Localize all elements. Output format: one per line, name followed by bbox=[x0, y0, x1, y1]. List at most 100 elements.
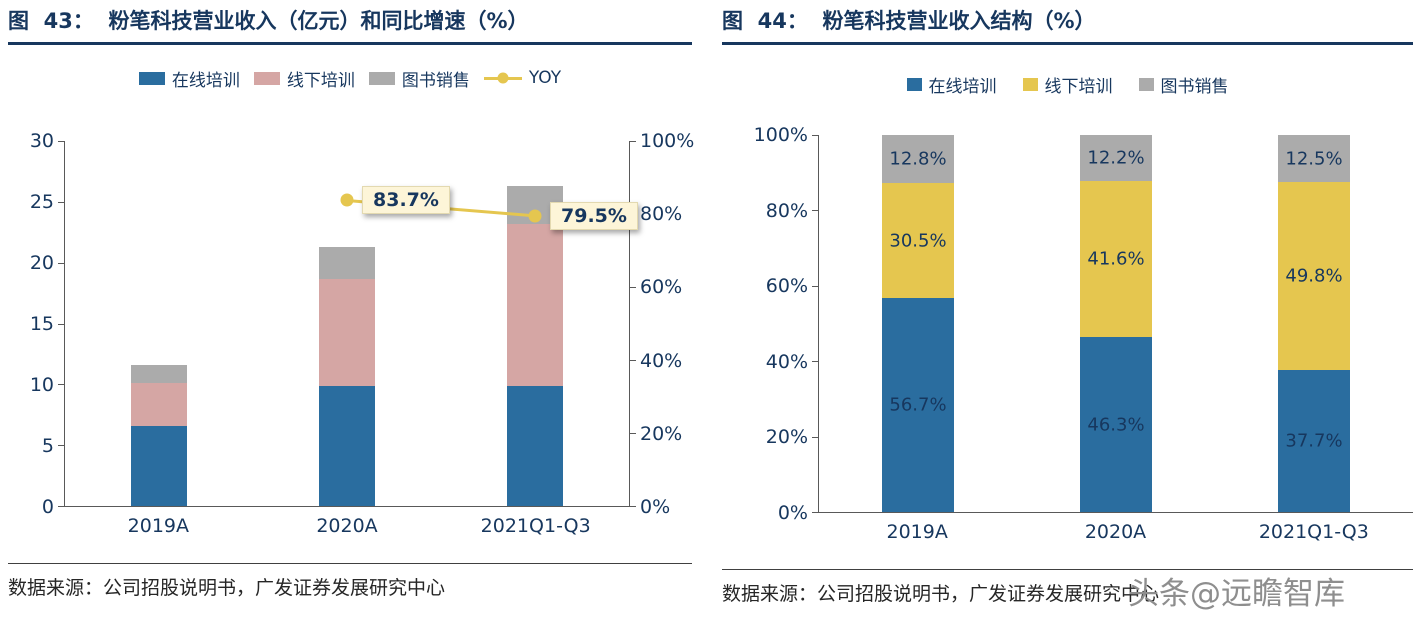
yoy-line-swatch-icon bbox=[483, 72, 522, 84]
y-axis-tick-label: 0% bbox=[640, 496, 671, 518]
legend-item: 在线培训 bbox=[906, 72, 997, 97]
stacked-bar bbox=[319, 246, 375, 506]
bar-segment: 49.8% bbox=[1278, 182, 1350, 370]
figure-44-panel: 图 44： 粉笔科技营业收入结构（%） 在线培训 线下培训 图书销售 0% 20% 40… bbox=[722, 6, 1413, 606]
axis-tick-mark bbox=[812, 210, 819, 212]
legend-label: 图书销售 bbox=[401, 70, 470, 91]
axis-tick-mark bbox=[812, 512, 819, 513]
legend-color-swatch-icon bbox=[906, 77, 922, 91]
bar-segment bbox=[319, 246, 375, 279]
bar-segment: 12.2% bbox=[1080, 134, 1152, 181]
figure-44-plot-area: 56.7% 30.5% 12.8% 46.3% 41.6% 12.2% 37.7% 49.8%… bbox=[812, 134, 1413, 513]
figure-44-title: 图 44： 粉笔科技营业收入结构（%） bbox=[722, 9, 1096, 33]
yoy-marker-swatch-icon bbox=[497, 72, 509, 84]
y-axis-tick-label: 20% bbox=[765, 426, 808, 449]
bar-segment bbox=[319, 385, 375, 506]
y-axis-tick-label: 30 bbox=[29, 130, 54, 152]
x-category-label: 2020A bbox=[1084, 521, 1147, 543]
yoy-marker bbox=[340, 193, 354, 207]
legend-item: YOY bbox=[483, 68, 562, 88]
axis-tick-mark bbox=[812, 361, 819, 363]
legend-color-swatch-icon bbox=[253, 71, 280, 85]
bar-segment-label: 49.8% bbox=[1285, 265, 1343, 287]
y-axis-tick-label: 100% bbox=[753, 124, 808, 146]
bar-slot: 37.7% 49.8% 12.5% bbox=[1215, 135, 1413, 512]
y-axis-tick-label: 0 bbox=[41, 496, 54, 518]
figure-44-x-axis: 2019A 2020A 2021Q1-Q3 bbox=[722, 521, 1413, 543]
bar-slot bbox=[65, 141, 253, 506]
axis-tick-mark bbox=[812, 436, 819, 438]
bar-segment bbox=[319, 278, 375, 386]
bar-segment: 46.3% bbox=[1080, 337, 1152, 512]
x-category-label: 2019A bbox=[886, 521, 948, 543]
legend-item: 线下培训 bbox=[1022, 72, 1113, 97]
legend-label: 线下培训 bbox=[286, 70, 355, 91]
axis-tick-mark bbox=[629, 141, 636, 142]
y-axis-tick-label: 80% bbox=[640, 203, 683, 226]
bar-segment: 41.6% bbox=[1080, 180, 1152, 338]
legend-label: 在线培训 bbox=[928, 76, 997, 97]
axis-tick-mark bbox=[58, 506, 65, 507]
legend-item: 图书销售 bbox=[368, 66, 470, 91]
stacked-bar bbox=[507, 186, 563, 506]
y-axis-tick-label: 20% bbox=[640, 422, 683, 445]
figure-44-title-underline bbox=[722, 42, 1413, 45]
axis-tick-mark bbox=[58, 201, 65, 203]
stacked-bar bbox=[131, 364, 187, 506]
figure-43-plot-area: 83.7% 79.5% bbox=[58, 141, 638, 507]
legend-color-swatch-icon bbox=[368, 71, 395, 85]
bar-segment bbox=[131, 425, 187, 506]
bar-segment-label: 37.7% bbox=[1285, 430, 1343, 452]
bar-segment-label: 56.7% bbox=[889, 394, 947, 416]
figure-43-title: 图 43： 粉笔科技营业收入（亿元）和同比增速（%） bbox=[8, 9, 529, 33]
bar-segment-label: 46.3% bbox=[1087, 414, 1145, 436]
axis-tick-mark bbox=[629, 433, 636, 434]
axis-tick-mark bbox=[629, 506, 636, 507]
y-axis-tick-label: 25 bbox=[29, 191, 54, 213]
figure-43-title-underline bbox=[8, 42, 692, 45]
legend-color-swatch-icon bbox=[1022, 77, 1038, 91]
y-axis-tick-label: 80% bbox=[765, 199, 808, 222]
bar-segment: 37.7% bbox=[1278, 369, 1350, 512]
figure-43-legend: 在线培训 线下培训 图书销售 YOY bbox=[8, 66, 692, 91]
legend-label: 图书销售 bbox=[1160, 76, 1229, 97]
bar-segment-label: 12.2% bbox=[1087, 147, 1145, 169]
figure-44-legend: 在线培训 线下培训 图书销售 bbox=[722, 72, 1413, 97]
y-axis-tick-label: 40% bbox=[765, 350, 808, 373]
bar-segment: 30.5% bbox=[882, 183, 954, 299]
legend-label: YOY bbox=[528, 68, 562, 88]
x-category-label: 2021Q1-Q3 bbox=[480, 515, 591, 537]
stacked-bar: 37.7% 49.8% 12.5% bbox=[1278, 135, 1350, 512]
y-axis-tick-label: 10 bbox=[29, 374, 54, 396]
y-axis-tick-label: 5 bbox=[41, 435, 54, 457]
figure-43-right-y-axis: 0% 20% 40% 60% 80% 100% bbox=[630, 130, 694, 518]
y-axis-tick-label: 15 bbox=[29, 313, 54, 335]
yoy-marker bbox=[528, 209, 542, 223]
legend-item: 图书销售 bbox=[1138, 72, 1229, 97]
axis-tick-mark bbox=[58, 384, 65, 386]
legend-label: 线下培训 bbox=[1044, 76, 1113, 97]
axis-tick-mark bbox=[629, 360, 636, 361]
bar-segment: 56.7% bbox=[882, 298, 954, 512]
x-category-label: 2019A bbox=[127, 515, 190, 537]
legend-item: 在线培训 bbox=[138, 66, 240, 91]
figure-43-source-note: 数据来源：公司招股说明书，广发证券发展研究中心 bbox=[8, 577, 446, 599]
figure-44-chart: 0% 20% 40% 60% 80% 100% 56.7% 30.5% 12.8% 46.3% 4… bbox=[722, 124, 1413, 524]
y-axis-tick-label: 20 bbox=[29, 252, 54, 274]
bar-slot: 46.3% 41.6% 12.2% bbox=[1017, 134, 1215, 512]
x-category-label: 2020A bbox=[316, 515, 378, 537]
figure-44-source-divider bbox=[722, 569, 1413, 570]
figure-44-y-axis: 0% 20% 40% 60% 80% 100% bbox=[722, 124, 818, 524]
x-category-label: 2021Q1-Q3 bbox=[1258, 521, 1369, 543]
bar-slot: 56.7% 30.5% 12.8% bbox=[819, 135, 1017, 512]
figure-43-left-y-axis: 0 5 10 15 20 25 30 bbox=[8, 130, 64, 518]
axis-tick-mark bbox=[58, 141, 65, 142]
legend-color-swatch-icon bbox=[1138, 77, 1154, 91]
axis-tick-mark bbox=[629, 287, 636, 288]
y-axis-tick-label: 60% bbox=[765, 275, 808, 298]
legend-item: 线下培训 bbox=[253, 66, 355, 91]
figure-43-source-divider bbox=[8, 563, 692, 564]
legend-label: 在线培训 bbox=[171, 70, 240, 91]
y-axis-tick-label: 0% bbox=[777, 502, 808, 524]
